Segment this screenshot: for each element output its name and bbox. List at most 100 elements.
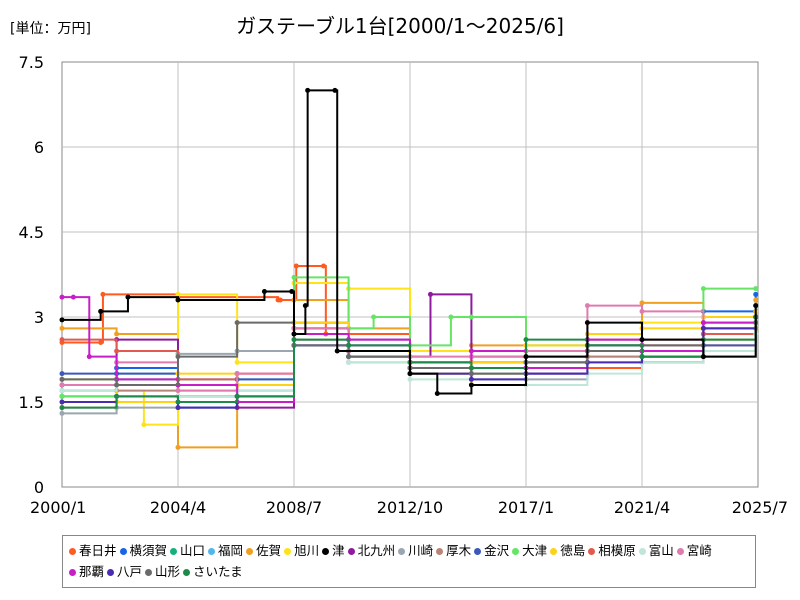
legend-marker bbox=[638, 548, 646, 555]
data-point-八戸 bbox=[175, 405, 181, 411]
legend-item: 山形 bbox=[145, 561, 180, 582]
data-point-山形 bbox=[59, 376, 65, 382]
data-point-山形 bbox=[234, 320, 240, 326]
legend-item: 八戸 bbox=[107, 561, 142, 582]
legend-label: 横須賀 bbox=[129, 543, 168, 558]
data-point-大津 bbox=[700, 286, 706, 292]
legend-item: 山口 bbox=[170, 540, 205, 561]
legend-label: 春日井 bbox=[79, 543, 117, 558]
data-point-富山 bbox=[346, 359, 352, 365]
data-point-佐賀 bbox=[639, 300, 645, 306]
data-point-宮崎 bbox=[175, 388, 181, 394]
legend-marker bbox=[69, 548, 76, 555]
legend-label: 津 bbox=[332, 543, 345, 558]
data-point-津 bbox=[175, 297, 181, 303]
x-tick-label: 2012/10 bbox=[377, 498, 443, 517]
x-tick-label: 2021/4 bbox=[614, 498, 670, 517]
data-point-大津 bbox=[371, 314, 377, 320]
legend-marker bbox=[347, 548, 355, 555]
legend-item: 那覇 bbox=[69, 561, 104, 582]
data-point-さいたま bbox=[639, 354, 645, 360]
data-point-春日井 bbox=[321, 263, 327, 269]
legend-marker bbox=[322, 548, 330, 555]
data-point-津 bbox=[98, 308, 104, 314]
legend-marker bbox=[474, 548, 482, 555]
data-point-富山 bbox=[59, 388, 65, 394]
legend-label: 北九州 bbox=[357, 543, 396, 558]
data-point-津 bbox=[125, 294, 131, 300]
y-tick-label: 4.5 bbox=[19, 223, 44, 242]
data-point-八戸 bbox=[59, 399, 65, 405]
legend-item: 津 bbox=[322, 540, 345, 561]
data-point-さいたま bbox=[59, 405, 65, 411]
chart-title: ガステーブル1台[2000/1～2025/6] bbox=[236, 14, 564, 38]
legend-item: 川崎 bbox=[398, 540, 433, 561]
legend-label: 福岡 bbox=[218, 543, 244, 558]
legend-item: 大津 bbox=[512, 540, 547, 561]
data-point-川崎 bbox=[59, 410, 65, 416]
data-point-大津 bbox=[468, 314, 474, 320]
data-point-大津 bbox=[291, 274, 297, 280]
data-point-佐賀 bbox=[753, 297, 759, 303]
x-tick-label: 2000/1 bbox=[30, 498, 86, 517]
data-point-旭川 bbox=[141, 422, 147, 428]
data-point-津 bbox=[407, 371, 413, 377]
legend-item: 徳島 bbox=[550, 540, 585, 561]
legend-label: 厚木 bbox=[446, 543, 472, 558]
data-point-さいたま bbox=[234, 393, 240, 399]
legend-label: 山形 bbox=[155, 564, 181, 579]
legend-marker bbox=[550, 548, 558, 555]
legend-item: 旭川 bbox=[284, 540, 319, 561]
data-point-八戸 bbox=[700, 325, 706, 331]
legend-label: 金沢 bbox=[484, 543, 510, 558]
data-point-旭川 bbox=[234, 359, 240, 365]
data-point-山形 bbox=[468, 371, 474, 377]
data-point-那覇 bbox=[59, 294, 65, 300]
legend-label: 大津 bbox=[522, 543, 548, 558]
x-tick-label: 2025/7 bbox=[732, 498, 788, 517]
data-point-津 bbox=[468, 382, 474, 388]
data-point-富山 bbox=[407, 376, 413, 382]
legend-item: 宮崎 bbox=[676, 540, 712, 561]
legend-item: 相模原 bbox=[588, 540, 636, 561]
legend-marker bbox=[588, 548, 596, 555]
data-point-さいたま bbox=[175, 399, 181, 405]
data-point-津 bbox=[584, 320, 590, 326]
data-point-佐賀 bbox=[114, 331, 120, 337]
data-point-山形 bbox=[175, 354, 181, 360]
data-point-那覇 bbox=[86, 354, 92, 360]
y-tick-label: 3 bbox=[34, 308, 44, 327]
legend-marker bbox=[183, 569, 191, 576]
x-tick-label: 2017/1 bbox=[498, 498, 554, 517]
data-point-津 bbox=[261, 289, 267, 294]
legend-marker bbox=[284, 548, 292, 555]
data-point-さいたま bbox=[523, 337, 529, 343]
legend-marker bbox=[398, 548, 406, 555]
legend-item: 北九州 bbox=[347, 540, 396, 561]
data-point-金沢 bbox=[59, 371, 65, 377]
legend-item: さいたま bbox=[183, 561, 243, 582]
data-point-津 bbox=[291, 331, 297, 337]
legend-label: さいたま bbox=[193, 564, 243, 579]
legend-marker bbox=[246, 548, 254, 555]
data-point-春日井 bbox=[100, 291, 106, 297]
legend-item: 横須賀 bbox=[119, 540, 168, 561]
legend: 春日井 横須賀 山口 福岡 佐賀 旭川津北九州 川崎 厚木 金沢 大津 徳島 相模原 富山 宮崎那覇 八戸山… bbox=[62, 535, 756, 588]
legend-marker bbox=[676, 548, 684, 555]
data-point-山形 bbox=[346, 354, 352, 360]
legend-marker bbox=[119, 548, 127, 555]
legend-label: 旭川 bbox=[294, 543, 320, 558]
data-point-那覇 bbox=[700, 320, 706, 326]
legend-item: 富山 bbox=[638, 540, 674, 561]
data-point-津 bbox=[332, 87, 338, 93]
legend-marker bbox=[107, 569, 115, 576]
data-point-津 bbox=[334, 348, 340, 354]
data-point-宮崎 bbox=[234, 371, 240, 377]
legend-label: 佐賀 bbox=[256, 543, 282, 558]
data-point-大津 bbox=[448, 314, 454, 320]
legend-label: 富山 bbox=[648, 543, 674, 558]
legend-label: 八戸 bbox=[117, 564, 143, 579]
legend-item: 春日井 bbox=[69, 540, 117, 561]
data-point-大津 bbox=[59, 393, 65, 399]
